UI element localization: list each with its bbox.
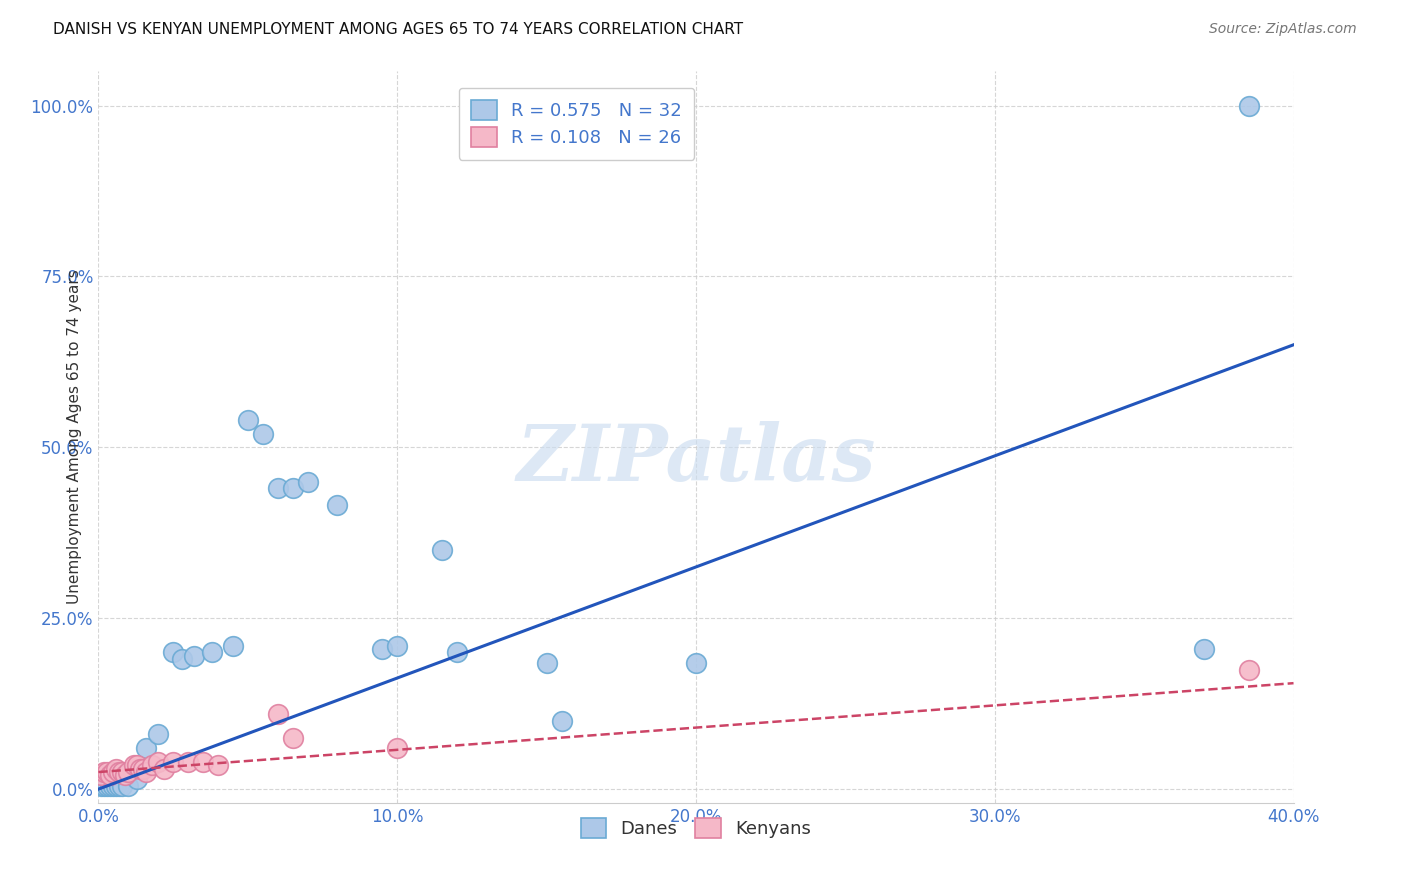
Text: ZIPatlas: ZIPatlas [516, 421, 876, 497]
Point [108, 779, 131, 793]
Point [105, 779, 128, 793]
Point [191, 755, 214, 769]
Point [222, 639, 245, 653]
Text: DANISH VS KENYAN UNEMPLOYMENT AMONG AGES 65 TO 74 YEARS CORRELATION CHART: DANISH VS KENYAN UNEMPLOYMENT AMONG AGES… [53, 22, 744, 37]
Point [267, 706, 290, 721]
Point [550, 714, 572, 728]
Text: Source: ZipAtlas.com: Source: ZipAtlas.com [1209, 22, 1357, 37]
Point [90, 768, 112, 782]
Point [93, 765, 115, 780]
Point [148, 755, 170, 769]
Point [1192, 642, 1215, 657]
Point [685, 656, 707, 670]
Point [252, 426, 274, 441]
Point [153, 762, 176, 776]
Point [281, 731, 304, 745]
Point [207, 758, 229, 772]
Point [148, 727, 170, 741]
Point [111, 765, 134, 780]
Point [96, 779, 118, 793]
Point [127, 758, 149, 772]
Point [132, 762, 155, 776]
Point [93, 779, 115, 793]
Point [135, 741, 157, 756]
Point [105, 762, 128, 776]
Point [117, 765, 139, 780]
Point [446, 645, 468, 659]
Point [124, 758, 146, 772]
Point [135, 765, 157, 780]
Point [129, 762, 152, 776]
Point [111, 779, 134, 793]
Point [127, 772, 149, 786]
Point [162, 645, 184, 659]
Point [267, 481, 290, 495]
Point [117, 779, 139, 793]
Point [96, 765, 118, 780]
Point [385, 639, 409, 653]
Point [114, 768, 136, 782]
Point [183, 648, 205, 663]
Point [385, 741, 409, 756]
Point [326, 499, 349, 513]
Point [103, 765, 125, 780]
Point [141, 758, 163, 772]
Point [430, 542, 453, 557]
Point [172, 652, 194, 666]
Point [103, 779, 125, 793]
Point [162, 755, 184, 769]
Point [371, 642, 394, 657]
Point [281, 481, 304, 495]
Point [90, 779, 112, 793]
Y-axis label: Unemployment Among Ages 65 to 74 years: Unemployment Among Ages 65 to 74 years [66, 269, 82, 605]
Legend: Danes, Kenyans: Danes, Kenyans [574, 811, 818, 845]
Point [108, 765, 131, 780]
Point [98, 768, 122, 782]
Point [297, 475, 319, 489]
Point [1237, 98, 1260, 112]
Point [201, 645, 224, 659]
Point [98, 779, 122, 793]
Point [236, 413, 259, 427]
Point [536, 656, 558, 670]
Point [177, 755, 200, 769]
Point [1237, 663, 1260, 677]
